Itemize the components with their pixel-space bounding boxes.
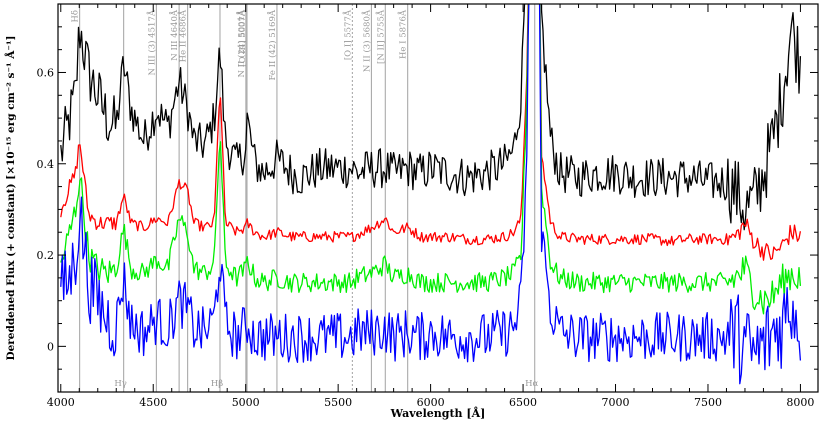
y-tick-label: 0	[47, 340, 54, 353]
axis-tick-labels: 4000 4500 5000 5500 6000 6500 7000 7500 8000 0 0.2…	[37, 66, 815, 409]
y-tick-label: 0.2	[37, 249, 55, 262]
emission-line-label: N III 4640Å	[168, 9, 180, 61]
spectrum-series-line	[60, 4, 802, 231]
emission-line-label: Hβ	[211, 379, 223, 389]
y-axis-label: Dereddened Flux (+ constant) [×10⁻¹⁵ erg…	[3, 35, 17, 360]
spectrum-series	[60, 4, 802, 385]
x-axis-label: Wavelength [Å]	[390, 406, 486, 420]
emission-line-label: He I 5876Å	[397, 9, 409, 59]
emission-line-label: Hα	[525, 379, 538, 389]
emission-line-label: Hδ	[71, 10, 81, 23]
emission-line-label: Hγ	[114, 379, 127, 389]
emission-line-label: Fe II (42) 5169Å	[266, 9, 278, 80]
axis-ticks	[58, 4, 818, 393]
x-tick-label: 6500	[509, 396, 537, 409]
emission-line-label: [O I] 5577Å	[341, 9, 353, 60]
emission-line-label: N II (24) 5001Å	[235, 9, 247, 77]
x-tick-label: 4000	[47, 396, 75, 409]
y-tick-label: 0.4	[37, 158, 55, 171]
emission-line-label: N III (3) 4517Å	[145, 9, 157, 75]
x-tick-label: 7000	[602, 396, 630, 409]
x-tick-label: 7500	[694, 396, 722, 409]
spectrum-series-line	[60, 4, 802, 261]
plot-frame	[57, 3, 819, 393]
emission-line-label: N II (3) 5680Å	[360, 9, 372, 72]
spectrum-series-line	[60, 4, 802, 385]
x-tick-label: 4500	[139, 396, 167, 409]
emission-line-label: [N II] 5755Å	[374, 9, 386, 64]
emission-line-label: He II 4686Å	[177, 9, 189, 62]
emission-line-label: [O III] 5007Å	[236, 9, 248, 67]
x-tick-label: 8000	[786, 396, 814, 409]
y-tick-label: 0.6	[37, 66, 55, 79]
x-tick-label: 5500	[324, 396, 352, 409]
x-tick-label: 5000	[232, 396, 260, 409]
spectrum-series-line	[60, 4, 802, 315]
x-tick-label: 6000	[417, 396, 445, 409]
